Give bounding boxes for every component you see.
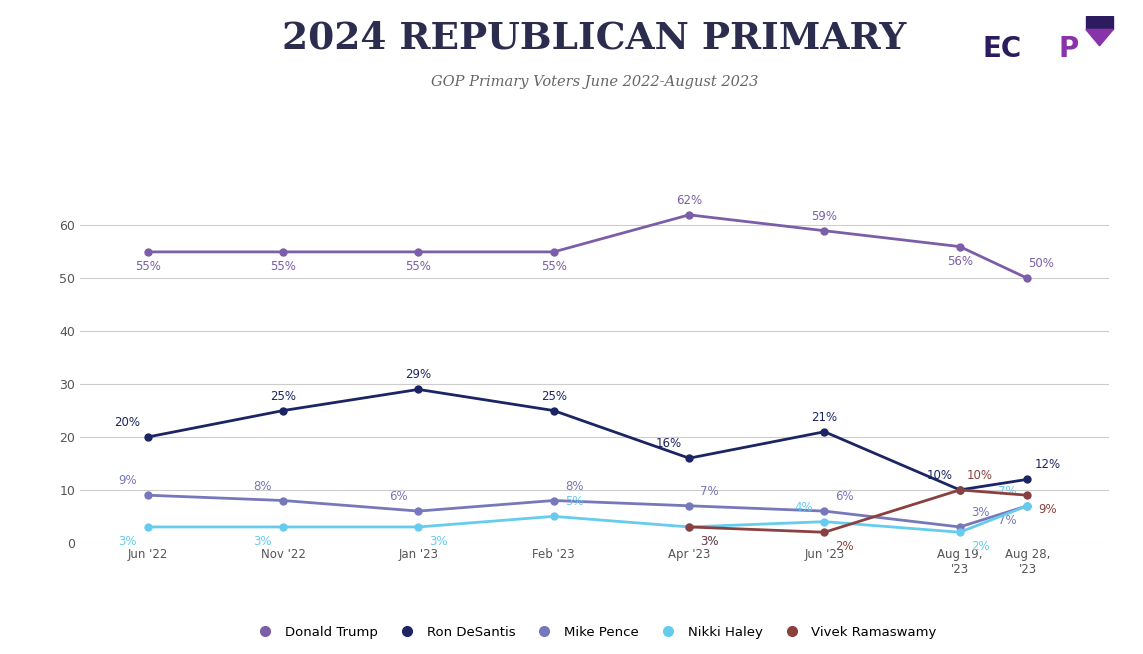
Text: 55%: 55%: [406, 260, 431, 273]
Text: 3%: 3%: [430, 535, 448, 548]
Text: 7%: 7%: [998, 485, 1016, 498]
Text: 62%: 62%: [676, 194, 702, 207]
Legend: Donald Trump, Ron DeSantis, Mike Pence, Nikki Haley, Vivek Ramaswamy: Donald Trump, Ron DeSantis, Mike Pence, …: [247, 621, 942, 644]
Text: 20%: 20%: [114, 416, 141, 429]
Text: 5%: 5%: [565, 496, 583, 508]
Text: EC: EC: [983, 35, 1022, 63]
Text: 25%: 25%: [270, 390, 296, 403]
Text: 56%: 56%: [946, 254, 973, 267]
Text: 10%: 10%: [927, 469, 952, 482]
Text: 7%: 7%: [998, 514, 1016, 526]
Text: 4%: 4%: [794, 501, 814, 514]
Text: 59%: 59%: [812, 210, 838, 223]
Text: 21%: 21%: [812, 411, 838, 424]
Polygon shape: [1086, 16, 1113, 29]
Text: 3%: 3%: [970, 506, 990, 519]
Text: 12%: 12%: [1034, 458, 1061, 472]
Text: GOP Primary Voters June 2022-August 2023: GOP Primary Voters June 2022-August 2023: [431, 75, 758, 89]
Text: 16%: 16%: [656, 438, 682, 450]
Text: 29%: 29%: [406, 368, 431, 381]
Text: P: P: [1058, 35, 1079, 63]
Text: 8%: 8%: [254, 479, 272, 492]
Text: 6%: 6%: [389, 490, 407, 503]
Text: 9%: 9%: [118, 474, 137, 487]
Text: 3%: 3%: [118, 535, 137, 548]
Text: 3%: 3%: [701, 535, 719, 548]
Text: 55%: 55%: [541, 260, 567, 273]
Text: 55%: 55%: [270, 260, 296, 273]
Polygon shape: [1086, 29, 1113, 46]
Text: 2%: 2%: [970, 540, 990, 553]
Text: 6%: 6%: [836, 490, 854, 503]
Text: 2024 REPUBLICAN PRIMARY: 2024 REPUBLICAN PRIMARY: [282, 20, 906, 57]
Text: 8%: 8%: [565, 479, 583, 492]
Text: 9%: 9%: [1039, 503, 1057, 516]
Text: 55%: 55%: [135, 260, 161, 273]
Text: 25%: 25%: [541, 390, 567, 403]
Text: 7%: 7%: [701, 485, 719, 498]
Text: 3%: 3%: [254, 535, 272, 548]
Text: 2%: 2%: [836, 540, 854, 553]
Text: 10%: 10%: [967, 469, 993, 482]
Text: 3%: 3%: [701, 535, 719, 548]
Text: 50%: 50%: [1028, 258, 1054, 270]
